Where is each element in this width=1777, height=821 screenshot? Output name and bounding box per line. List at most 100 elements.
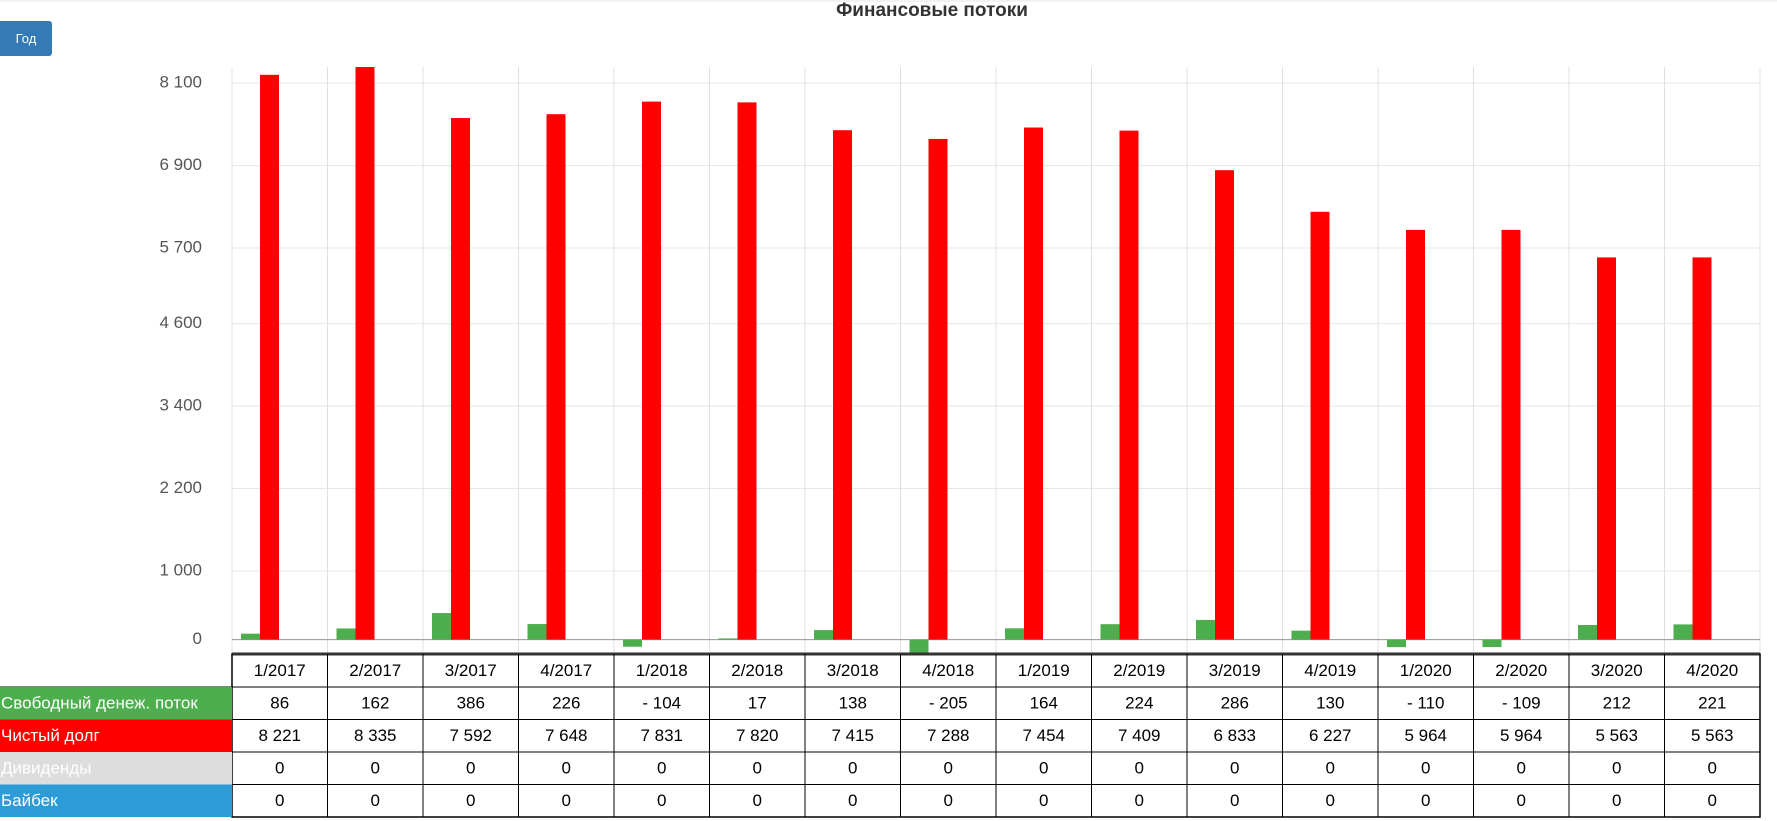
- x-tick-label: 2/2019: [1113, 661, 1165, 680]
- bar: [737, 102, 757, 640]
- table-cell: 5 563: [1691, 726, 1734, 745]
- table-cell: 130: [1316, 694, 1344, 713]
- table-cell: 0: [1708, 791, 1717, 810]
- x-tick-label: 4/2020: [1686, 661, 1738, 680]
- bar: [833, 130, 852, 640]
- row-label-bg: [0, 752, 232, 785]
- x-tick-label: 2/2018: [731, 661, 783, 680]
- table-cell: 0: [562, 759, 571, 778]
- table-cell: 0: [371, 791, 380, 810]
- bar: [1406, 229, 1425, 640]
- table-cell: 7 592: [449, 726, 492, 745]
- bar: [928, 138, 948, 640]
- table-cell: 0: [1326, 759, 1335, 778]
- bar: [909, 639, 929, 654]
- x-tick-label: 2/2020: [1495, 661, 1547, 680]
- table-cell: 0: [1517, 759, 1526, 778]
- table-cell: 0: [1612, 759, 1621, 778]
- bar: [451, 118, 470, 640]
- year-button[interactable]: Год: [0, 21, 52, 56]
- table-cell: 0: [1230, 791, 1239, 810]
- table-cell: 0: [1135, 759, 1144, 778]
- x-tick-label: 1/2018: [636, 661, 688, 680]
- bar: [1100, 624, 1120, 640]
- table-cell: 0: [848, 759, 857, 778]
- bar: [432, 613, 451, 640]
- table-cell: 221: [1698, 694, 1726, 713]
- bar: [241, 633, 260, 640]
- table-cell: 0: [275, 759, 284, 778]
- table-cell: 5 964: [1404, 726, 1447, 745]
- x-tick-label: 3/2019: [1209, 661, 1261, 680]
- bar: [355, 67, 375, 640]
- row-label: Чистый долг: [1, 726, 100, 745]
- table-cell: 0: [657, 791, 666, 810]
- table-cell: 5 964: [1500, 726, 1543, 745]
- bar: [1196, 619, 1215, 640]
- table-cell: - 104: [642, 694, 681, 713]
- table-cell: 8 221: [258, 726, 301, 745]
- bar: [1597, 257, 1616, 640]
- bar: [1005, 628, 1024, 640]
- table-cell: 5 563: [1595, 726, 1638, 745]
- bar: [260, 74, 279, 640]
- bar: [1119, 130, 1139, 640]
- bar: [546, 114, 566, 640]
- table-cell: 0: [1517, 791, 1526, 810]
- table-cell: 0: [1708, 759, 1717, 778]
- x-tick-label: 1/2019: [1018, 661, 1070, 680]
- bar: [1024, 127, 1043, 640]
- x-tick-label: 4/2019: [1304, 661, 1356, 680]
- table-cell: 0: [657, 759, 666, 778]
- bar: [718, 638, 738, 640]
- bar: [642, 101, 661, 640]
- row-label: Свободный денеж. поток: [1, 694, 198, 713]
- bar: [623, 639, 642, 647]
- table-cell: 7 831: [640, 726, 683, 745]
- x-tick-label: 3/2018: [827, 661, 879, 680]
- bar: [814, 630, 833, 640]
- x-tick-label: 3/2020: [1591, 661, 1643, 680]
- table-cell: 7 820: [736, 726, 779, 745]
- table-cell: 6 227: [1309, 726, 1352, 745]
- bar: [527, 624, 547, 640]
- table-cell: 17: [748, 694, 767, 713]
- table-cell: 0: [562, 791, 571, 810]
- y-tick-label: 6 900: [159, 155, 202, 174]
- x-tick-label: 3/2017: [445, 661, 497, 680]
- bar: [1692, 257, 1712, 640]
- bar: [1291, 630, 1311, 640]
- table-cell: 0: [1230, 759, 1239, 778]
- bar: [1578, 625, 1597, 640]
- table-cell: - 110: [1407, 694, 1445, 713]
- table-cell: 8 335: [354, 726, 397, 745]
- y-tick-label: 8 100: [159, 73, 202, 92]
- bar: [1673, 624, 1693, 640]
- table-cell: 7 415: [831, 726, 874, 745]
- table-cell: - 205: [929, 694, 968, 713]
- table-cell: 86: [270, 694, 289, 713]
- y-tick-label: 5 700: [159, 237, 202, 256]
- row-label: Дивиденды: [1, 759, 91, 778]
- x-tick-label: 4/2017: [540, 661, 592, 680]
- row-label-bg: [0, 687, 232, 720]
- table-cell: 0: [466, 759, 475, 778]
- table-cell: 212: [1603, 694, 1631, 713]
- table-cell: 162: [361, 694, 389, 713]
- table-cell: 0: [1135, 791, 1144, 810]
- table-cell: 0: [1039, 759, 1048, 778]
- x-tick-label: 2/2017: [349, 661, 401, 680]
- bar: [1310, 211, 1330, 640]
- table-cell: 0: [466, 791, 475, 810]
- bar: [1501, 229, 1521, 640]
- table-cell: 286: [1221, 694, 1249, 713]
- table-cell: 0: [944, 791, 953, 810]
- x-tick-label: 4/2018: [922, 661, 974, 680]
- y-tick-label: 1 000: [159, 560, 202, 579]
- table-cell: 0: [944, 759, 953, 778]
- table-cell: 386: [457, 694, 485, 713]
- y-tick-label: 3 400: [159, 395, 202, 414]
- y-tick-label: 2 200: [159, 478, 202, 497]
- table-cell: 0: [753, 791, 762, 810]
